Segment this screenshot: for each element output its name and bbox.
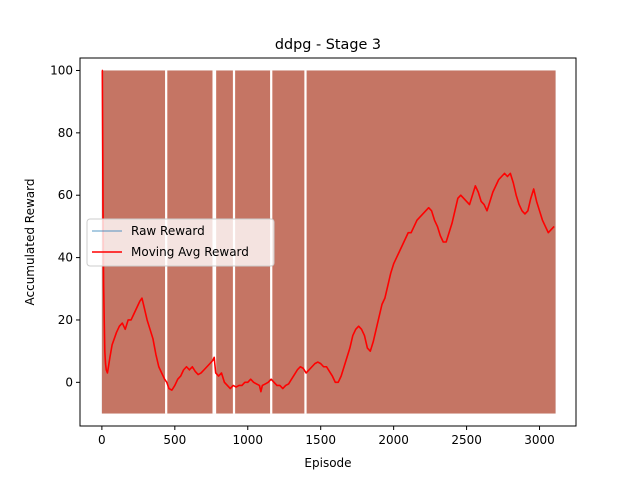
y-tick-label: 40 — [58, 251, 73, 265]
legend-label-raw-reward: Raw Reward — [131, 224, 205, 238]
x-tick-label: 2500 — [451, 433, 482, 447]
legend: Raw Reward Moving Avg Reward — [86, 218, 275, 267]
y-axis: 0 20 40 60 80 100 — [50, 63, 80, 389]
y-tick-label: 0 — [65, 375, 73, 389]
x-tick-label: 1000 — [232, 433, 263, 447]
legend-box — [86, 218, 275, 267]
x-axis-label: Episode — [304, 456, 351, 470]
x-tick-label: 0 — [98, 433, 106, 447]
x-tick-label: 1500 — [305, 433, 336, 447]
y-tick-label: 60 — [58, 188, 73, 202]
plot-frame — [79, 57, 577, 427]
x-tick-label: 3000 — [524, 433, 555, 447]
raw-reward-gap — [304, 70, 307, 414]
x-tick-label: 2000 — [378, 433, 409, 447]
y-axis-label: Accumulated Reward — [23, 179, 37, 306]
y-tick-label: 100 — [50, 63, 73, 77]
x-tick-label: 500 — [163, 433, 186, 447]
y-tick-label: 20 — [58, 313, 73, 327]
moving-avg-line — [101, 69, 555, 393]
legend-label-moving-avg-reward: Moving Avg Reward — [131, 245, 249, 259]
y-tick-label: 80 — [58, 126, 73, 140]
chart-title: ddpg - Stage 3 — [275, 37, 381, 53]
x-axis: 0 500 1000 1500 2000 2500 3000 — [98, 426, 555, 447]
